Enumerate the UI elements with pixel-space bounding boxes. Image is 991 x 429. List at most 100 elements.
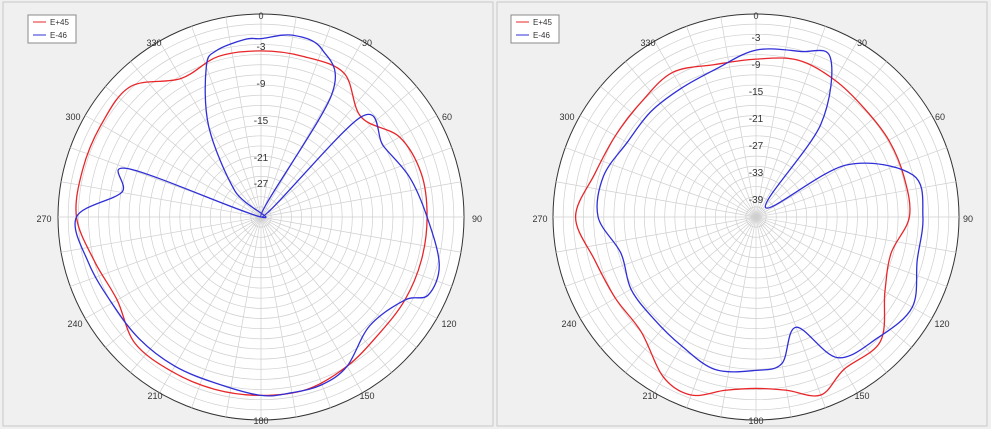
angle-labels-left: 0 30 60 90 120 150 180 210 240 270 300 3…: [36, 11, 482, 426]
grid-spoke: [755, 61, 887, 218]
grid-spoke: [686, 26, 757, 218]
ring-label: -15: [254, 116, 269, 127]
grid-spoke: [720, 216, 757, 417]
grid-spoke: [755, 181, 956, 218]
grid-spoke: [260, 216, 452, 287]
grid-spoke: [600, 86, 757, 218]
grid-spoke: [755, 147, 947, 218]
grid-spoke: [755, 216, 792, 417]
legend-left: E+45 E-46: [27, 14, 77, 44]
grid-spoke: [755, 216, 932, 319]
grid-spoke: [159, 216, 262, 393]
grid-spoke: [565, 216, 757, 287]
ring-label: -27: [749, 141, 764, 152]
angle-label: 210: [147, 391, 162, 401]
ring-labels-left: -3 -9 -15 -21 -27: [254, 42, 269, 190]
grid-spoke: [260, 61, 392, 218]
grid-spoke: [260, 181, 461, 218]
angle-label: 120: [441, 319, 456, 329]
grid-spoke: [565, 147, 757, 218]
series-line-E-46: [596, 48, 924, 373]
grid-spoke: [755, 216, 947, 287]
ring-label: -21: [254, 153, 269, 164]
ring-label: -9: [257, 79, 266, 90]
grid-spoke: [625, 61, 757, 218]
panel-border-right: [496, 1, 988, 427]
grid-spoke: [260, 216, 461, 253]
angle-labels-right: 0 30 60 90 120 150 180 210 240 270 300 3…: [532, 11, 973, 426]
angle-label: 150: [854, 391, 869, 401]
angle-label: 270: [532, 214, 547, 224]
ring-label: -3: [752, 33, 761, 44]
series-layer-left: [74, 34, 440, 397]
ring-label: -33: [749, 168, 764, 179]
grid-spoke: [260, 17, 297, 218]
grid-spoke: [260, 147, 452, 218]
angle-label: 330: [640, 38, 655, 48]
ring-label: -9: [752, 60, 761, 71]
grid-spoke: [625, 216, 757, 373]
angle-label: 0: [753, 11, 758, 21]
grid-spoke: [260, 216, 297, 417]
grid-spoke: [260, 41, 363, 218]
angle-label: 60: [935, 112, 945, 122]
legend-label: E-46: [533, 31, 550, 40]
angle-label: 0: [258, 11, 263, 21]
angle-label: 120: [934, 319, 949, 329]
grid-spoke: [755, 86, 912, 218]
ring-label: -21: [749, 114, 764, 125]
angle-label: 240: [561, 319, 576, 329]
ring-label: -27: [254, 179, 269, 190]
grid-spoke: [686, 216, 757, 408]
legend-label: E-46: [50, 31, 67, 40]
grid-spoke: [225, 17, 262, 218]
grid-spoke: [105, 86, 262, 218]
grid-spoke: [260, 216, 363, 393]
grid-spoke: [755, 216, 956, 253]
grid-spoke: [159, 41, 262, 218]
angle-label: 150: [359, 391, 374, 401]
angle-label: 300: [65, 112, 80, 122]
grid-spoke: [85, 216, 262, 319]
grid-left: [58, 14, 464, 420]
grid-spoke: [191, 216, 262, 408]
panel-border-left: [2, 1, 494, 427]
angle-label: 180: [253, 416, 268, 426]
grid-spoke: [654, 41, 757, 218]
angle-label: 30: [857, 38, 867, 48]
angle-label: 240: [67, 319, 82, 329]
grid-spoke: [580, 115, 757, 218]
angle-label: 330: [146, 38, 161, 48]
grid-spoke: [556, 181, 757, 218]
grid-spoke: [755, 216, 858, 393]
grid-spoke: [85, 115, 262, 218]
grid-spoke: [260, 216, 417, 348]
angle-label: 30: [362, 38, 372, 48]
ring-label: -39: [749, 195, 764, 206]
grid-spoke: [260, 216, 331, 408]
grid-spoke: [600, 216, 757, 348]
grid-spoke: [755, 41, 858, 218]
ring-label: -15: [749, 87, 764, 98]
angle-label: 90: [963, 214, 973, 224]
grid-spoke: [61, 216, 262, 253]
series-layer-right: [574, 48, 924, 397]
grid-spoke: [260, 115, 437, 218]
series-line-E-46: [74, 34, 440, 397]
grid-spoke: [130, 216, 262, 373]
angle-label: 90: [472, 214, 482, 224]
grid-spoke: [130, 61, 262, 218]
legend-box: [27, 14, 77, 44]
grid-spoke: [61, 181, 262, 218]
angle-label: 270: [36, 214, 51, 224]
grid-spoke: [580, 216, 757, 319]
polar-chart-left: 0 30 60 90 120 150 180 210 240 270 300 3…: [2, 1, 494, 427]
grid-spoke: [755, 216, 912, 348]
angle-label: 210: [642, 391, 657, 401]
grid-spoke: [191, 26, 262, 218]
polar-chart-right: 0 30 60 90 120 150 180 210 240 270 300 3…: [496, 1, 988, 427]
grid-spoke: [556, 216, 757, 253]
grid-spoke: [755, 216, 826, 408]
ring-labels-right: -3 -9 -15 -21 -27 -33 -39: [749, 33, 764, 206]
